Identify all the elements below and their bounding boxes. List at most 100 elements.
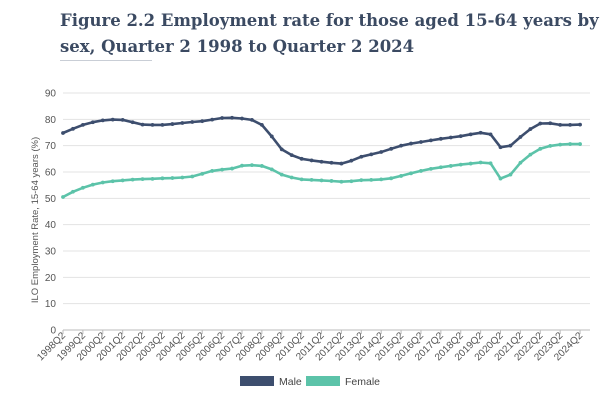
data-point-male bbox=[359, 154, 364, 159]
y-tick-label: 70 bbox=[45, 141, 57, 152]
data-point-male bbox=[438, 136, 443, 141]
data-point-male bbox=[468, 132, 473, 137]
data-point-female bbox=[369, 178, 374, 182]
data-point-female bbox=[230, 166, 234, 171]
data-point-male bbox=[170, 122, 175, 126]
data-point-male bbox=[558, 122, 563, 127]
series-line-male bbox=[62, 116, 581, 165]
data-point-male bbox=[349, 158, 354, 163]
data-point-male bbox=[71, 126, 75, 131]
series-line-female bbox=[62, 142, 581, 199]
data-point-male bbox=[399, 143, 403, 148]
data-point-female bbox=[538, 146, 543, 151]
y-axis-label: ILO Employment Rate, 15-64 years (%) bbox=[30, 137, 41, 303]
data-point-female bbox=[150, 176, 155, 181]
data-point-female bbox=[488, 161, 493, 166]
y-tick-label: 30 bbox=[45, 247, 57, 258]
data-point-female bbox=[448, 164, 453, 168]
data-point-male bbox=[419, 140, 423, 144]
data-point-female bbox=[458, 162, 463, 167]
data-point-male bbox=[329, 160, 334, 165]
data-point-female bbox=[438, 165, 443, 170]
data-point-female bbox=[100, 180, 105, 185]
data-point-male bbox=[528, 127, 533, 131]
data-point-male bbox=[230, 115, 234, 120]
data-point-female bbox=[389, 176, 394, 181]
data-point-male bbox=[319, 159, 324, 164]
data-point-female bbox=[309, 178, 314, 182]
y-tick-label: 50 bbox=[45, 194, 57, 205]
data-point-female bbox=[170, 176, 175, 180]
data-point-male bbox=[488, 132, 493, 137]
data-point-female bbox=[190, 174, 195, 179]
y-tick-label: 20 bbox=[45, 273, 57, 284]
data-point-male bbox=[130, 120, 135, 125]
data-point-male bbox=[498, 145, 503, 150]
title-underline bbox=[60, 60, 152, 61]
data-point-male bbox=[160, 122, 165, 127]
data-point-male bbox=[220, 116, 224, 120]
legend-label-female: Female bbox=[345, 376, 380, 388]
data-point-male bbox=[80, 122, 85, 127]
data-point-female bbox=[518, 160, 523, 165]
data-point-female bbox=[110, 179, 115, 184]
y-tick-label: 0 bbox=[50, 326, 56, 337]
data-point-male bbox=[61, 131, 65, 135]
data-point-female bbox=[220, 167, 224, 172]
data-point-female bbox=[61, 195, 65, 199]
y-tick-label: 10 bbox=[45, 299, 57, 310]
data-point-male bbox=[448, 135, 453, 140]
data-point-male bbox=[309, 158, 314, 163]
data-point-male bbox=[478, 130, 483, 135]
data-point-male bbox=[369, 152, 374, 157]
data-point-female bbox=[558, 142, 563, 147]
data-point-female bbox=[339, 179, 344, 184]
data-point-male bbox=[269, 134, 274, 139]
data-point-male bbox=[259, 122, 264, 127]
data-point-female bbox=[210, 169, 215, 173]
data-point-male bbox=[409, 141, 413, 146]
data-point-female bbox=[498, 176, 503, 181]
data-point-female bbox=[409, 171, 413, 176]
data-point-female bbox=[468, 161, 473, 166]
data-point-female bbox=[419, 169, 423, 173]
data-point-female bbox=[399, 174, 403, 178]
legend-label-male: Male bbox=[279, 376, 302, 388]
data-point-male bbox=[538, 121, 543, 126]
data-point-female bbox=[548, 144, 553, 148]
data-point-female bbox=[279, 172, 284, 177]
data-point-female bbox=[130, 177, 135, 182]
data-point-female bbox=[289, 175, 294, 180]
data-point-female bbox=[568, 142, 573, 146]
data-point-female bbox=[80, 185, 85, 190]
data-point-female bbox=[319, 178, 324, 183]
data-point-male bbox=[289, 153, 294, 158]
data-point-male bbox=[508, 143, 513, 148]
data-point-male bbox=[200, 119, 205, 124]
legend-swatch-male bbox=[240, 376, 274, 386]
data-point-male bbox=[429, 138, 433, 143]
data-point-male bbox=[150, 122, 155, 127]
data-point-male bbox=[110, 117, 115, 122]
data-point-female bbox=[120, 178, 125, 183]
data-point-male bbox=[250, 117, 254, 122]
data-point-male bbox=[389, 146, 394, 151]
data-point-male bbox=[279, 147, 284, 152]
data-point-male bbox=[120, 117, 125, 122]
data-point-male bbox=[299, 156, 304, 161]
data-point-male bbox=[568, 122, 573, 127]
data-point-female bbox=[250, 163, 254, 168]
data-point-male bbox=[518, 135, 523, 139]
data-point-female bbox=[359, 178, 364, 183]
y-tick-label: 60 bbox=[45, 168, 57, 179]
data-point-female bbox=[200, 171, 205, 176]
data-point-male bbox=[100, 118, 105, 123]
data-point-female bbox=[478, 160, 483, 165]
data-point-female bbox=[299, 177, 304, 182]
data-point-female bbox=[269, 167, 274, 172]
legend-swatch-female bbox=[306, 376, 340, 386]
data-point-female bbox=[240, 163, 244, 168]
data-point-male bbox=[379, 150, 384, 154]
data-point-female bbox=[180, 175, 185, 180]
